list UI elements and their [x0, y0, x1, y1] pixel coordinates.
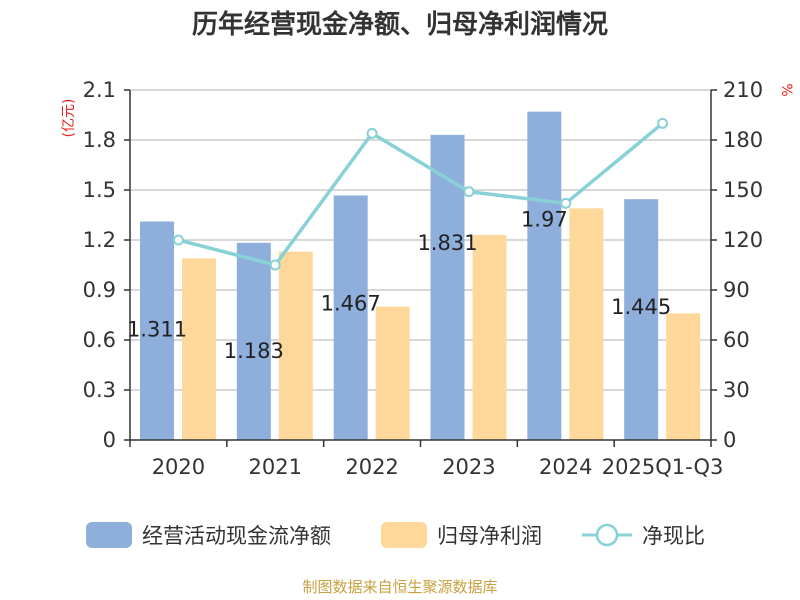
ratio-line [177, 121, 664, 267]
bar-cashflow [140, 221, 174, 440]
data-label-cashflow: 1.183 [224, 339, 284, 363]
left-tick-label: 0.6 [83, 328, 116, 352]
x-tick-label: 2020 [152, 455, 205, 479]
legend-label-profit: 归母净利润 [437, 524, 542, 548]
left-tick-label: 0.3 [83, 378, 116, 402]
ratio-point [269, 259, 281, 271]
legend-label-cashflow: 经营活动现金流净额 [142, 524, 331, 548]
ratio-point [463, 186, 475, 198]
right-tick-label: 210 [723, 78, 763, 102]
bars [140, 111, 701, 441]
line-series [172, 117, 669, 271]
data-labels: 1.311 1.183 1.467 1.831 1.97 1.445 [127, 208, 671, 363]
left-axis-unit: (亿元) [61, 99, 77, 138]
bar-profit [182, 258, 216, 440]
right-tick-label: 0 [723, 428, 736, 452]
data-label-cashflow: 1.831 [417, 231, 477, 255]
data-label-cashflow: 1.467 [321, 292, 381, 316]
ratio-point [172, 234, 184, 246]
right-tick-label: 30 [723, 378, 750, 402]
left-tick-label: 0 [103, 428, 116, 452]
x-tick-label: 2021 [249, 455, 302, 479]
ratio-point [560, 197, 572, 209]
bar-profit [472, 235, 507, 440]
legend-swatch-profit [381, 522, 427, 548]
x-tick-label: 2024 [539, 455, 592, 479]
bar-profit [569, 208, 604, 440]
chart-title: 历年经营现金净额、归母净利润情况 [192, 9, 608, 40]
right-tick-label: 90 [723, 278, 750, 302]
legend-label-ratio: 净现比 [642, 524, 705, 548]
right-tick-label: 120 [723, 228, 763, 252]
left-tick-label: 1.8 [83, 128, 116, 152]
data-label-cashflow: 1.445 [611, 295, 671, 319]
left-tick-label: 0.9 [83, 278, 116, 302]
data-label-cashflow: 1.311 [127, 318, 187, 342]
ratio-point [657, 117, 669, 129]
bar-cashflow [527, 111, 562, 441]
legend-marker-ratio [595, 523, 619, 547]
left-tick-label: 2.1 [83, 78, 116, 102]
right-axis-unit: % [778, 83, 794, 96]
legend-swatch-cashflow [86, 522, 132, 548]
bar-profit [375, 306, 410, 440]
bar-profit [278, 251, 313, 440]
legend: 经营活动现金流净额 归母净利润 净现比 [86, 522, 705, 548]
bar-profit [666, 313, 701, 440]
bar-cashflow [624, 199, 659, 440]
x-tick-label: 2022 [345, 455, 398, 479]
data-label-cashflow: 1.97 [521, 208, 568, 232]
bar-cashflow [236, 242, 271, 440]
ratio-point [366, 127, 378, 139]
x-tick-label: 2023 [442, 455, 495, 479]
axes: 0 0.3 0.6 0.9 1.2 1.5 1.8 2.1 0 30 60 90 120 150 180 21… [83, 78, 764, 479]
bar-cashflow [333, 195, 368, 440]
gridlines [130, 89, 711, 391]
source-note: 制图数据来自恒生聚源数据库 [302, 578, 497, 596]
left-tick-label: 1.5 [83, 178, 116, 202]
right-tick-label: 60 [723, 328, 750, 352]
x-tick-label: 2025Q1-Q3 [602, 455, 724, 479]
right-tick-label: 150 [723, 178, 763, 202]
right-tick-label: 180 [723, 128, 763, 152]
left-tick-label: 1.2 [83, 228, 116, 252]
